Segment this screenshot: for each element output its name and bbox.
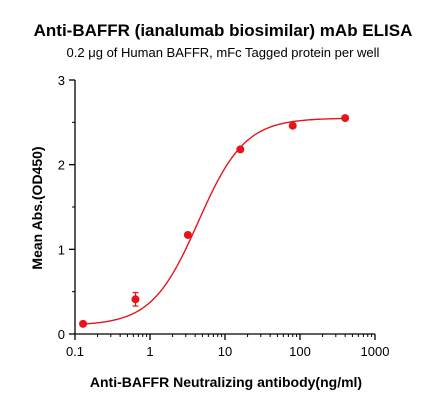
data-point-2 (183, 230, 192, 239)
data-point-4 (288, 121, 297, 130)
y-tick-label-1: 1 (58, 242, 65, 257)
x-tick-label-0: 0.1 (66, 344, 84, 359)
x-axis-label: Anti-BAFFR Neutralizing antibody(ng/ml) (90, 374, 362, 390)
y-tick-label-2: 2 (58, 158, 65, 173)
y-tick-label-0: 0 (58, 327, 65, 342)
x-tick-label-3: 100 (289, 344, 311, 359)
data-point-0 (79, 319, 88, 328)
x-tick-label-2: 10 (218, 344, 232, 359)
chart-title: Anti-BAFFR (ianalumab biosimilar) mAb EL… (34, 21, 413, 40)
data-point-5 (341, 114, 350, 123)
x-tick-label-4: 1000 (361, 344, 390, 359)
axes: 0 1 2 3 0.1 1 10 100 1000 (58, 73, 390, 359)
y-axis-label: Mean Abs.(OD450) (29, 146, 45, 269)
fit-curve-layer (82, 117, 346, 325)
data-points-layer (79, 114, 350, 328)
y-tick-label-3: 3 (58, 73, 65, 88)
chart-subtitle: 0.2 μg of Human BAFFR, mFc Tagged protei… (67, 45, 380, 60)
data-point-1 (131, 295, 140, 304)
x-tick-label-1: 1 (146, 344, 153, 359)
fit-curve-0 (82, 117, 346, 325)
data-point-3 (236, 145, 245, 154)
